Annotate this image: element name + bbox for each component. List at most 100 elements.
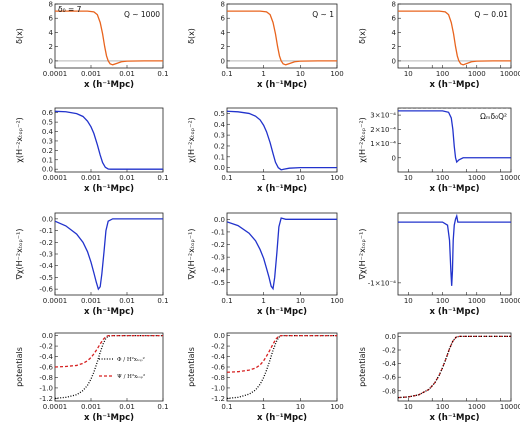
y-axis-label: ∇χ(H⁻²xₜₒₚ⁻¹): [15, 229, 24, 281]
annotation: Ωₘδ₀Q²: [480, 112, 507, 121]
chart-r4c2: 0.1 1 10 100 0.0 -0.2 -0.4 -0.6 -0.8 -1.0 -1.2 x (h…: [187, 332, 344, 423]
x-tick-label: 0.1: [221, 174, 232, 182]
chart-r1c3: 10 100 1000 10000 0 2 4 6 8 x (h⁻¹Mpc) δ(x) Q ~ 0.0…: [358, 1, 520, 91]
series-line-0: [227, 10, 337, 66]
y-tick-label: 0: [221, 57, 225, 65]
chart-r1c2: 0.1 1 10 100 0 2 4 6 8 x (h⁻¹Mpc) δ(x) Q ~ 1: [187, 1, 344, 91]
chart-r2c1: 0.0001 0.001 0.01 0.10.00.10.20.30.40.50.6x…: [15, 107, 169, 194]
x-axis-label: x (h⁻¹Mpc): [257, 80, 307, 90]
legend-label: Φ / H²xₜₒₚ²: [117, 356, 145, 363]
x-tick-label: 10000: [500, 297, 520, 305]
y-tick-label: 0.0: [42, 215, 53, 223]
plot-frame: [226, 3, 338, 69]
x-tick-label: 10: [404, 70, 413, 78]
chart-r3c1: 0.0001 0.001 0.01 0.1 0.0 -0.1 -0.2 -0.3 -0.4 -0.…: [15, 212, 169, 317]
x-tick-label: 100: [330, 403, 343, 411]
y-tick-label: 0: [392, 57, 396, 65]
y-tick-label: 0.4: [42, 128, 54, 136]
y-tick-label: 0.0: [385, 333, 396, 341]
y-tick-label: 0.1: [42, 156, 53, 164]
chart-r4c3: 10 100 1000 10000 0.0 -0.2 -0.4 -0.6 -0.8 x (h⁻¹M…: [358, 332, 520, 423]
x-tick-label: 10000: [500, 403, 520, 411]
x-tick-label: 10: [296, 403, 305, 411]
y-tick-label: 0: [392, 154, 396, 162]
chart-r1c1: 0.0001 0.001 0.01 0.1 0 2 4 6 8 x (h⁻¹Mpc) δ(x) δ₀ …: [15, 1, 169, 91]
y-tick-label: 4: [49, 29, 54, 37]
y-tick-label: 0.2: [42, 147, 53, 155]
x-tick-label: 0.001: [81, 174, 101, 182]
series-line-0: [55, 218, 163, 291]
x-tick-label: 10000: [500, 70, 520, 78]
y-tick-label: -0.4: [382, 360, 396, 368]
chart-r2c3: 10 100 1000 10000 0 1×10⁻⁴ 2×10⁻⁴ 3×10⁻⁴ x (h⁻¹M…: [358, 107, 520, 194]
y-tick-label: -0.1: [39, 227, 53, 235]
y-tick-label: -0.5: [211, 279, 225, 287]
x-tick-label: 0.001: [81, 403, 101, 411]
x-axis-label: x (h⁻¹Mpc): [429, 413, 479, 423]
x-tick-label: 0.01: [119, 174, 135, 182]
chart-r4c1: 0.0001 0.001 0.01 0.1 0.0 -0.2 -0.4 -0.6 -0.8 -1.…: [15, 332, 169, 423]
x-tick-label: 1: [261, 403, 265, 411]
series-line-0: [55, 110, 163, 170]
y-tick-label: 2: [221, 43, 225, 51]
y-tick-label: 6: [49, 15, 54, 23]
annotation: Q ~ 1: [312, 10, 334, 19]
y-tick-label: 6: [392, 15, 397, 23]
y-tick-label: -0.2: [39, 239, 53, 247]
y-tick-label: 0.5: [42, 119, 53, 127]
plot-frame: [226, 107, 338, 173]
y-tick-label: -0.5: [39, 274, 53, 282]
chart-r3c2: 0.1 1 10 100 0.0 -0.1 -0.2 -0.3 -0.4 -0.5 x (h⁻¹Mp…: [187, 212, 344, 317]
y-tick-label: -0.6: [39, 286, 53, 294]
y-tick-label: 3×10⁻⁴: [370, 112, 396, 120]
x-tick-label: 1: [261, 297, 265, 305]
plot-frame: [226, 332, 338, 402]
y-tick-label: 0.4: [214, 121, 226, 129]
y-tick-label: 2: [49, 43, 53, 51]
x-tick-label: 10: [404, 174, 413, 182]
chart-r3c3: 10 100 1000 10000 -1×10⁻⁴ x (h⁻¹Mpc) ∇χ(H⁻²xₜₒ…: [358, 212, 520, 317]
y-tick-label: 0.0: [214, 332, 225, 340]
plot-frame: [54, 3, 164, 69]
y-tick-label: 0.1: [214, 153, 225, 161]
plot-frame: [397, 107, 512, 173]
y-tick-label: -0.4: [211, 266, 225, 274]
x-axis-label: x (h⁻¹Mpc): [257, 413, 307, 423]
y-tick-label: 0.6: [42, 109, 54, 117]
x-tick-label: 10: [296, 174, 305, 182]
x-tick-label: 1000: [468, 403, 486, 411]
x-tick-label: 0.0001: [43, 297, 68, 305]
y-tick-label: 0.5: [214, 110, 225, 118]
x-tick-label: 0.1: [157, 174, 168, 182]
x-axis-label: x (h⁻¹Mpc): [84, 413, 134, 423]
annotation: Q ~ 1000: [124, 10, 160, 19]
x-tick-label: 0.0001: [43, 174, 68, 182]
series-line-0: [227, 110, 337, 171]
y-tick-label: 0.3: [214, 132, 225, 140]
y-tick-label: -1×10⁻⁴: [368, 279, 396, 287]
y-tick-label: 0.0: [42, 332, 53, 340]
y-tick-label: 2: [392, 43, 396, 51]
x-axis-label: x (h⁻¹Mpc): [429, 80, 479, 90]
series-line-0: [227, 334, 337, 400]
x-tick-label: 10: [404, 297, 413, 305]
x-tick-label: 100: [436, 403, 449, 411]
series-line-0: [398, 10, 511, 66]
y-tick-label: 6: [221, 15, 226, 23]
x-tick-label: 0.1: [157, 403, 168, 411]
x-axis-label: x (h⁻¹Mpc): [429, 307, 479, 317]
x-tick-label: 1000: [468, 174, 486, 182]
y-tick-label: 4: [221, 29, 226, 37]
x-tick-label: 1000: [468, 70, 486, 78]
x-axis-label: x (h⁻¹Mpc): [429, 184, 479, 194]
y-axis-label: δ(x): [358, 28, 367, 44]
x-tick-label: 0.01: [119, 297, 135, 305]
series-line-0: [398, 335, 511, 399]
y-tick-label: -0.2: [382, 347, 396, 355]
y-tick-label: 0.0: [214, 216, 225, 224]
y-tick-label: -0.4: [39, 353, 53, 361]
x-tick-label: 10: [296, 297, 305, 305]
y-tick-label: 0.0: [42, 166, 53, 174]
series-line-0: [398, 213, 511, 286]
y-tick-label: -0.6: [382, 374, 396, 382]
